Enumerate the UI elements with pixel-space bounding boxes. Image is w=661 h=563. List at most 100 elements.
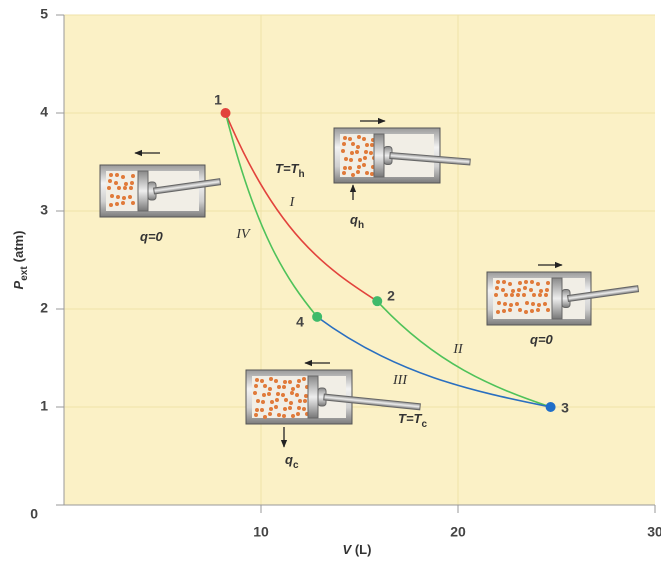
gas-particle bbox=[532, 293, 536, 297]
x-label-unit: (L) bbox=[355, 542, 372, 557]
gas-particle bbox=[543, 302, 547, 306]
chart: 012345102030V (L)Pext(atm) IIIIIIIV1234T… bbox=[0, 0, 661, 563]
gas-particle bbox=[358, 158, 362, 162]
gas-particle bbox=[270, 400, 274, 404]
gas-particle bbox=[291, 387, 295, 391]
gas-particle bbox=[356, 170, 360, 174]
gas-particle bbox=[538, 293, 542, 297]
gas-particle bbox=[255, 408, 259, 412]
gas-particle bbox=[130, 181, 134, 185]
annotation: q=0 bbox=[530, 332, 554, 347]
gas-particle bbox=[298, 399, 302, 403]
gas-particle bbox=[524, 280, 528, 284]
gas-particle bbox=[276, 392, 280, 396]
gas-particle bbox=[108, 179, 112, 183]
y-tick-label: 1 bbox=[40, 398, 48, 414]
gas-particle bbox=[269, 377, 273, 381]
gas-particle bbox=[357, 135, 361, 139]
gas-particle bbox=[536, 308, 540, 312]
gas-particle bbox=[131, 174, 135, 178]
gas-particle bbox=[546, 281, 550, 285]
gas-particle bbox=[109, 203, 113, 207]
gas-particle bbox=[369, 151, 373, 155]
gas-particle bbox=[116, 195, 120, 199]
gas-particle bbox=[517, 288, 521, 292]
state-label: 2 bbox=[387, 288, 395, 304]
state-label: 1 bbox=[214, 92, 222, 108]
state-point bbox=[221, 108, 231, 118]
gas-particle bbox=[122, 196, 126, 200]
gas-particle bbox=[544, 293, 548, 297]
gas-particle bbox=[516, 293, 520, 297]
gas-particle bbox=[256, 399, 260, 403]
state-label: 4 bbox=[296, 314, 304, 330]
gas-particle bbox=[117, 186, 121, 190]
gas-particle bbox=[255, 378, 259, 382]
gas-particle bbox=[508, 282, 512, 286]
gas-particle bbox=[365, 143, 369, 147]
gas-particle bbox=[525, 301, 529, 305]
gas-particle bbox=[107, 186, 111, 190]
gas-particle bbox=[508, 308, 512, 312]
gas-particle bbox=[291, 414, 295, 418]
gas-particle bbox=[114, 181, 118, 185]
gas-particle bbox=[288, 406, 292, 410]
gas-particle bbox=[511, 289, 515, 293]
gas-particle bbox=[277, 413, 281, 417]
gas-particle bbox=[348, 137, 352, 141]
gas-particle bbox=[303, 399, 307, 403]
gas-particle bbox=[281, 393, 285, 397]
x-tick-label: 20 bbox=[450, 524, 466, 540]
gas-particle bbox=[283, 380, 287, 384]
piston-head bbox=[138, 171, 148, 211]
state-label: 3 bbox=[561, 400, 569, 416]
gas-particle bbox=[253, 391, 257, 395]
gas-particle bbox=[342, 171, 346, 175]
annotation-text: T=T bbox=[275, 161, 300, 176]
gas-particle bbox=[545, 288, 549, 292]
piston bbox=[100, 165, 221, 217]
gas-particle bbox=[277, 385, 281, 389]
plot-background bbox=[64, 15, 655, 505]
gas-particle bbox=[522, 293, 526, 297]
gas-particle bbox=[502, 280, 506, 284]
gas-particle bbox=[363, 156, 367, 160]
gas-particle bbox=[131, 201, 135, 205]
gas-particle bbox=[365, 171, 369, 175]
annotation-sub: c bbox=[421, 419, 427, 430]
gas-particle bbox=[349, 158, 353, 162]
gas-particle bbox=[254, 413, 258, 417]
annotation-text: q=0 bbox=[530, 332, 554, 347]
annotation-text: q bbox=[285, 452, 293, 467]
gas-particle bbox=[288, 380, 292, 384]
gas-particle bbox=[501, 288, 505, 292]
gas-particle bbox=[370, 172, 374, 176]
gas-particle bbox=[537, 303, 541, 307]
gas-particle bbox=[263, 384, 267, 388]
y-axis-label: Pext(atm) bbox=[11, 231, 29, 290]
gas-particle bbox=[362, 163, 366, 167]
gas-particle bbox=[341, 149, 345, 153]
gas-particle bbox=[348, 166, 352, 170]
gas-particle bbox=[268, 387, 272, 391]
annotation-text: T=T bbox=[398, 411, 423, 426]
gas-particle bbox=[254, 384, 258, 388]
gas-particle bbox=[546, 308, 550, 312]
gas-particle bbox=[523, 286, 527, 290]
state-point bbox=[312, 312, 322, 322]
gas-particle bbox=[267, 392, 271, 396]
piston-head bbox=[552, 278, 562, 319]
x-tick-label: 10 bbox=[253, 524, 269, 540]
gas-particle bbox=[304, 394, 308, 398]
gas-particle bbox=[115, 173, 119, 177]
gas-particle bbox=[129, 186, 133, 190]
gas-particle bbox=[518, 281, 522, 285]
gas-particle bbox=[109, 173, 113, 177]
gas-particle bbox=[362, 137, 366, 141]
y-label-symbol: P bbox=[11, 280, 26, 289]
gas-particle bbox=[290, 391, 294, 395]
x-tick-label: 30 bbox=[647, 524, 661, 540]
gas-particle bbox=[274, 379, 278, 383]
gas-particle bbox=[302, 407, 306, 411]
gas-particle bbox=[262, 393, 266, 397]
